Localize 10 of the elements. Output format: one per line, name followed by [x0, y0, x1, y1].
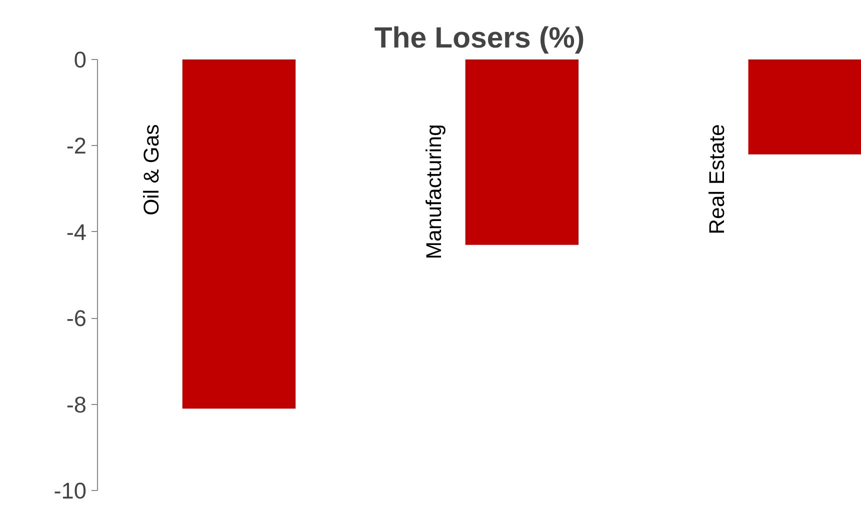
y-tick-label: -10: [54, 478, 87, 504]
x-tick-label: Manufacturing: [422, 124, 446, 260]
y-tick-label: -6: [66, 305, 87, 332]
y-tick-label: -8: [66, 391, 87, 418]
y-tick-label: -2: [66, 132, 87, 159]
x-tick-label: Real Estate: [705, 124, 730, 234]
chart-title: The Losers (%): [374, 22, 585, 54]
y-tick-label: -4: [66, 218, 87, 245]
y-tick-label: 0: [74, 46, 87, 72]
x-tick-label: Oil & Gas: [139, 124, 164, 216]
